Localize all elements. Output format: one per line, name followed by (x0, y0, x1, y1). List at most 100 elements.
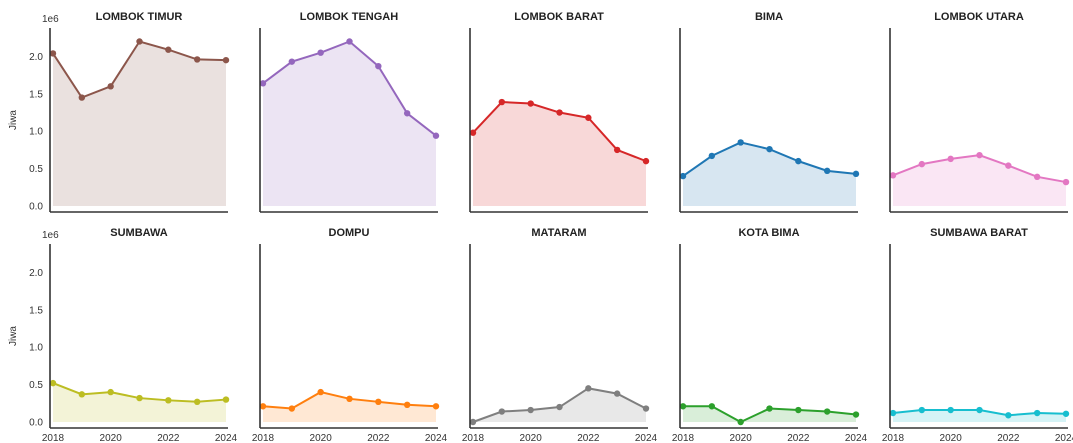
y-tick-label: 0.0 (29, 202, 43, 213)
panel-lombok-tengah: LOMBOK TENGAH (259, 11, 440, 213)
data-point-lombok-timur-2019 (78, 94, 86, 101)
data-point-dompu-2019 (288, 405, 296, 412)
data-point-lombok-tengah-2018 (259, 80, 267, 87)
data-point-lombok-barat-2023 (613, 146, 621, 154)
data-point-lombok-utara-2018 (889, 172, 897, 179)
data-point-lombok-tengah-2020 (317, 49, 324, 56)
area-fill-lombok-tengah (263, 41, 436, 207)
x-tick-label: 2024 (635, 433, 658, 443)
data-point-kota-bima-2022 (795, 406, 802, 414)
y-tick-label: 2.0 (29, 52, 43, 63)
x-tick-label: 2022 (157, 433, 180, 443)
data-point-sumbawa-barat-2020 (947, 406, 954, 414)
data-point-kota-bima-2018 (679, 403, 687, 410)
y-tick-label: 0.5 (29, 380, 43, 391)
data-point-lombok-utara-2019 (918, 160, 926, 168)
data-point-bima-2020 (737, 139, 744, 146)
panel-dompu: DOMPU 2018 2020 2022 2024 (252, 227, 448, 443)
y-tick-label: 2.0 (29, 268, 43, 279)
x-tick-label: 2024 (1055, 433, 1073, 443)
data-point-bima-2021 (766, 145, 773, 153)
panel-title-lombok-timur: LOMBOK TIMUR (96, 11, 183, 23)
data-point-lombok-timur-2021 (136, 38, 143, 45)
data-point-mataram-2024 (642, 405, 650, 412)
data-point-mataram-2022 (585, 385, 592, 392)
data-point-sumbawa-2020 (107, 388, 114, 396)
data-point-sumbawa-2023 (193, 398, 201, 406)
data-point-lombok-utara-2021 (976, 151, 983, 159)
x-tick-label: 2018 (462, 433, 485, 443)
panel-lombok-timur: LOMBOK TIMUR 0.0 0.5 1.0 1.5 2.0 1e6 Jiwa (8, 11, 230, 213)
data-point-sumbawa-2022 (165, 397, 172, 404)
panel-title-dompu: DOMPU (329, 227, 370, 239)
data-point-sumbawa-2024 (222, 396, 230, 403)
data-point-lombok-timur-2018 (49, 50, 57, 57)
y-tick-label: 1.5 (29, 89, 43, 100)
data-point-sumbawa-barat-2024 (1062, 410, 1070, 417)
panel-title-sumbawa-barat: SUMBAWA BARAT (930, 227, 1028, 239)
y-tick-label: 1.5 (29, 305, 43, 316)
panel-kota-bima: KOTA BIMA 2018 2020 2022 2024 (672, 227, 868, 443)
data-point-sumbawa-barat-2023 (1033, 409, 1041, 417)
y-tick-label: 0.5 (29, 164, 43, 175)
x-tick-label: 2020 (940, 433, 963, 443)
data-point-sumbawa-2021 (136, 394, 143, 402)
data-point-lombok-barat-2021 (556, 109, 563, 116)
x-tick-label: 2022 (787, 433, 810, 443)
data-point-lombok-tengah-2022 (375, 62, 382, 70)
x-tick-label: 2018 (252, 433, 275, 443)
data-point-kota-bima-2020 (737, 418, 744, 426)
data-point-lombok-barat-2022 (585, 114, 592, 121)
area-fill-mataram (473, 388, 646, 422)
data-point-bima-2022 (795, 157, 802, 165)
panel-title-lombok-utara: LOMBOK UTARA (934, 11, 1024, 23)
data-point-sumbawa-barat-2022 (1005, 412, 1012, 419)
data-point-dompu-2020 (317, 388, 324, 396)
data-point-lombok-timur-2022 (165, 46, 172, 53)
area-fill-dompu (263, 392, 436, 422)
data-point-lombok-timur-2024 (222, 56, 230, 64)
data-point-lombok-barat-2019 (498, 98, 506, 106)
data-point-sumbawa-barat-2021 (976, 406, 983, 414)
data-point-dompu-2023 (403, 401, 411, 408)
x-tick-label: 2020 (520, 433, 543, 443)
x-tick-label: 2020 (310, 433, 333, 443)
data-point-bima-2018 (679, 172, 687, 180)
x-tick-label: 2018 (882, 433, 905, 443)
data-point-dompu-2018 (259, 403, 267, 410)
data-point-lombok-utara-2023 (1033, 173, 1041, 181)
data-point-mataram-2019 (498, 408, 506, 415)
data-point-sumbawa-barat-2019 (918, 406, 926, 414)
panel-title-bima: BIMA (755, 11, 783, 23)
data-point-bima-2023 (823, 167, 831, 175)
panel-title-lombok-tengah: LOMBOK TENGAH (300, 11, 398, 23)
panel-lombok-barat: LOMBOK BARAT (469, 11, 650, 213)
data-point-lombok-tengah-2019 (288, 58, 296, 65)
data-point-sumbawa-barat-2018 (889, 409, 897, 417)
data-point-sumbawa-2018 (49, 379, 57, 387)
data-point-lombok-utara-2024 (1062, 178, 1070, 186)
x-tick-label: 2018 (42, 433, 65, 443)
data-point-mataram-2021 (556, 403, 563, 411)
data-point-bima-2019 (708, 152, 716, 160)
x-tick-label: 2022 (367, 433, 390, 443)
data-point-dompu-2022 (375, 398, 382, 406)
data-point-dompu-2021 (346, 395, 353, 403)
y-tick-label: 0.0 (29, 418, 43, 429)
x-tick-label: 2022 (997, 433, 1020, 443)
area-fill-lombok-utara (893, 155, 1066, 206)
area-fill-lombok-barat (473, 102, 646, 206)
data-point-mataram-2018 (469, 418, 477, 426)
panel-title-mataram: MATARAM (531, 227, 586, 239)
panel-title-lombok-barat: LOMBOK BARAT (514, 11, 604, 23)
y-tick-label: 1.0 (29, 343, 43, 354)
area-fill-sumbawa (53, 383, 226, 422)
y-offset-label: 1e6 (42, 14, 59, 25)
data-point-lombok-tengah-2023 (403, 110, 411, 117)
data-point-mataram-2020 (527, 406, 534, 414)
data-point-lombok-barat-2018 (469, 129, 477, 136)
panel-title-sumbawa: SUMBAWA (110, 227, 168, 239)
data-point-lombok-timur-2020 (107, 83, 114, 90)
